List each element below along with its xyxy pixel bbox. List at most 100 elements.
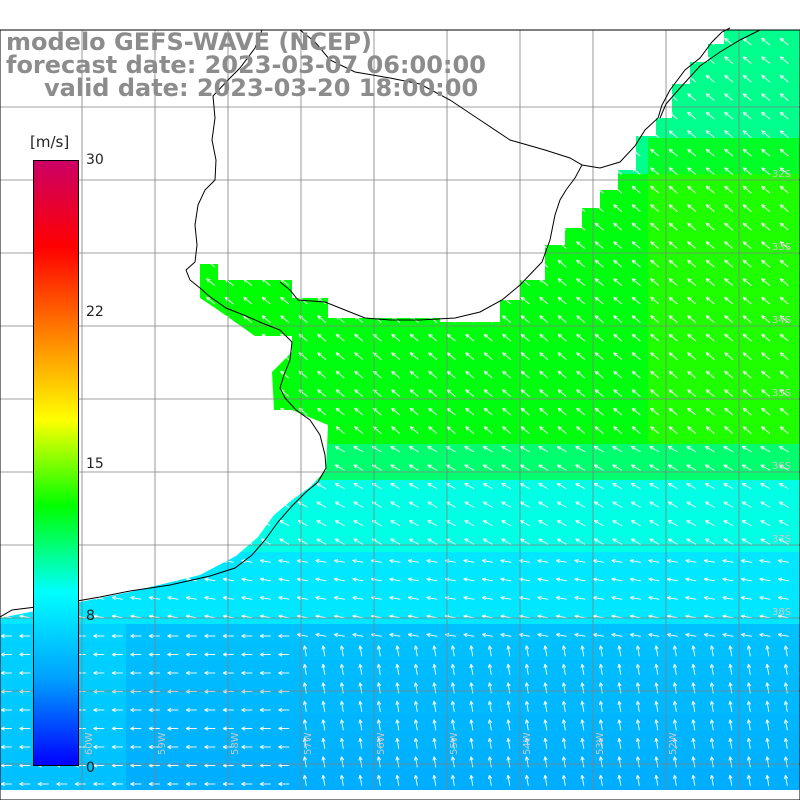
wind-cell xyxy=(756,678,775,697)
wind-cell xyxy=(396,606,415,625)
wind-cell xyxy=(720,174,739,193)
wind-cell xyxy=(396,714,415,733)
wind-cell xyxy=(738,138,757,157)
wind-cell xyxy=(252,282,271,301)
wind-cell xyxy=(468,768,487,787)
wind-cell xyxy=(378,552,397,571)
wind-cell xyxy=(342,660,361,679)
wind-cell xyxy=(432,336,451,355)
wind-cell xyxy=(738,84,757,103)
wind-cell xyxy=(558,588,577,607)
wind-cell xyxy=(576,624,595,643)
wind-arrow xyxy=(631,315,641,324)
wind-arrow xyxy=(687,130,697,139)
wind-cell xyxy=(792,138,800,157)
wind-cell xyxy=(540,462,559,481)
wind-cell xyxy=(540,750,559,769)
wind-cell xyxy=(756,408,775,427)
wind-cell xyxy=(576,354,595,373)
wind-arrow xyxy=(742,241,752,250)
wind-cell xyxy=(738,570,757,589)
wind-cell xyxy=(648,372,667,391)
wind-cell xyxy=(360,480,379,499)
wind-cell xyxy=(540,570,559,589)
wind-cell xyxy=(414,696,433,715)
wind-cell xyxy=(612,336,631,355)
wind-cell xyxy=(378,714,397,733)
wind-cell xyxy=(90,678,109,697)
wind-cell xyxy=(342,786,361,790)
wind-cell xyxy=(738,696,757,715)
wind-cell xyxy=(540,786,559,790)
wind-cell xyxy=(576,444,595,463)
wind-arrow xyxy=(206,278,216,287)
wind-cell xyxy=(90,786,109,790)
wind-cell xyxy=(738,156,757,175)
wind-cell xyxy=(396,732,415,751)
wind-cell xyxy=(468,426,487,445)
wind-cell xyxy=(342,426,361,445)
wind-cell xyxy=(288,768,307,787)
wind-cell xyxy=(324,516,343,535)
wind-cell xyxy=(540,660,559,679)
wind-cell xyxy=(522,462,541,481)
wind-cell xyxy=(342,696,361,715)
wind-cell xyxy=(540,552,559,571)
wind-cell xyxy=(540,642,559,661)
wind-arrow xyxy=(650,389,660,398)
wind-cell xyxy=(270,642,289,661)
wind-arrow xyxy=(687,111,697,120)
wind-cell xyxy=(774,714,793,733)
wind-cell xyxy=(702,696,721,715)
wind-arrow xyxy=(779,315,789,324)
wind-cell xyxy=(396,678,415,697)
wind-cell xyxy=(306,372,325,391)
wind-cell xyxy=(792,570,800,589)
wind-arrow xyxy=(724,407,734,416)
wind-arrow xyxy=(576,259,586,268)
wind-arrow xyxy=(705,130,715,139)
wind-cell xyxy=(756,66,775,85)
wind-arrow xyxy=(317,407,327,416)
wind-arrow xyxy=(409,426,419,435)
wind-cell xyxy=(702,444,721,463)
wind-cell xyxy=(450,660,469,679)
wind-cell xyxy=(594,570,613,589)
wind-cell xyxy=(198,696,217,715)
wind-arrow xyxy=(631,370,641,379)
wind-arrow xyxy=(594,259,604,268)
wind-cell xyxy=(702,318,721,337)
wind-arrow xyxy=(317,333,327,342)
wind-cell xyxy=(702,534,721,553)
wind-cell xyxy=(144,588,163,607)
wind-cell xyxy=(558,264,577,283)
wind-cell xyxy=(666,444,685,463)
wind-arrow xyxy=(335,370,345,379)
wind-arrow xyxy=(409,370,419,379)
wind-cell xyxy=(630,696,649,715)
wind-cell xyxy=(414,660,433,679)
wind-cell xyxy=(504,786,523,790)
wind-cell xyxy=(702,174,721,193)
wind-cell xyxy=(234,768,253,787)
wind-cell xyxy=(468,696,487,715)
wind-cell xyxy=(468,444,487,463)
wind-cell xyxy=(324,534,343,553)
wind-cell xyxy=(126,750,145,769)
wind-cell xyxy=(450,768,469,787)
wind-cell xyxy=(432,732,451,751)
wind-arrow xyxy=(483,389,493,398)
wind-cell xyxy=(720,390,739,409)
wind-cell xyxy=(576,642,595,661)
wind-arrow xyxy=(668,352,678,361)
wind-cell xyxy=(792,282,800,301)
wind-cell xyxy=(432,696,451,715)
wind-cell xyxy=(648,156,667,175)
wind-arrow xyxy=(687,167,697,176)
wind-cell xyxy=(684,372,703,391)
wind-cell xyxy=(702,516,721,535)
wind-arrow xyxy=(594,278,604,287)
wind-arrow xyxy=(557,426,567,435)
wind-cell xyxy=(144,678,163,697)
wind-arrow xyxy=(761,352,771,361)
